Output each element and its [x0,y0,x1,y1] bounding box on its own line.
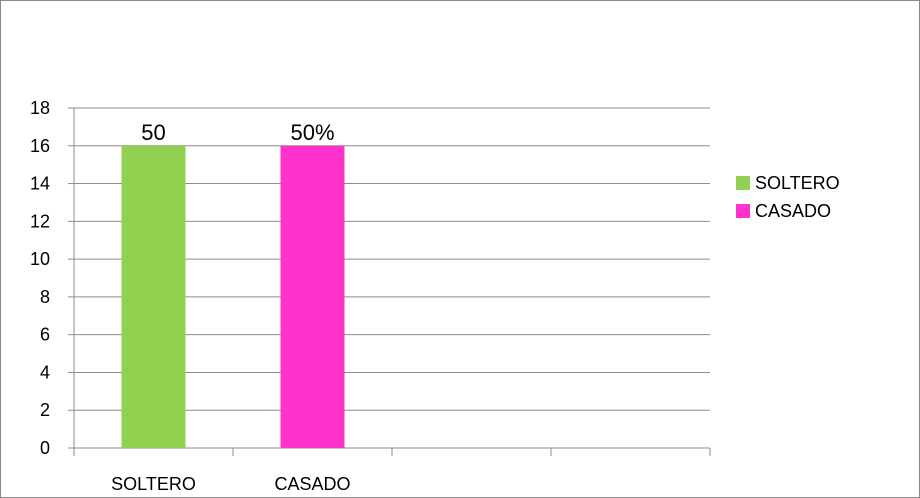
legend-swatch-soltero [736,176,750,190]
y-tick-label: 10 [30,249,50,269]
y-tick-label: 4 [40,362,50,382]
y-tick-label: 6 [40,325,50,345]
data-label: 50 [141,120,165,145]
x-tick-label: SOLTERO [111,474,196,494]
legend-label-soltero: SOLTERO [755,173,840,193]
y-tick-label: 18 [30,98,50,118]
y-tick-label: 0 [40,438,50,458]
data-label: 50% [290,120,334,145]
bar-casado [280,145,345,448]
y-tick-label: 2 [40,400,50,420]
bar-soltero [121,145,186,448]
y-tick-label: 12 [30,211,50,231]
legend-label-casado: CASADO [755,201,831,221]
y-tick-label: 16 [30,136,50,156]
legend-swatch-casado [736,204,750,218]
y-tick-label: 8 [40,287,50,307]
x-tick-label: CASADO [274,474,350,494]
y-tick-label: 14 [30,174,50,194]
